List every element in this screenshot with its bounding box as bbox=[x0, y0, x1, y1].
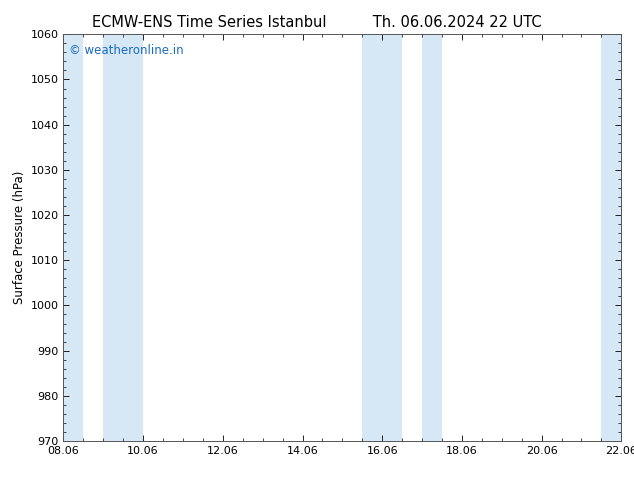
Bar bbox=[362, 34, 402, 441]
Text: ECMW-ENS Time Series Istanbul          Th. 06.06.2024 22 UTC: ECMW-ENS Time Series Istanbul Th. 06.06.… bbox=[92, 15, 542, 30]
Bar bbox=[63, 34, 83, 441]
Text: © weatheronline.in: © weatheronline.in bbox=[69, 45, 184, 57]
Bar bbox=[422, 34, 442, 441]
Y-axis label: Surface Pressure (hPa): Surface Pressure (hPa) bbox=[13, 171, 26, 304]
Bar bbox=[103, 34, 143, 441]
Bar bbox=[602, 34, 621, 441]
